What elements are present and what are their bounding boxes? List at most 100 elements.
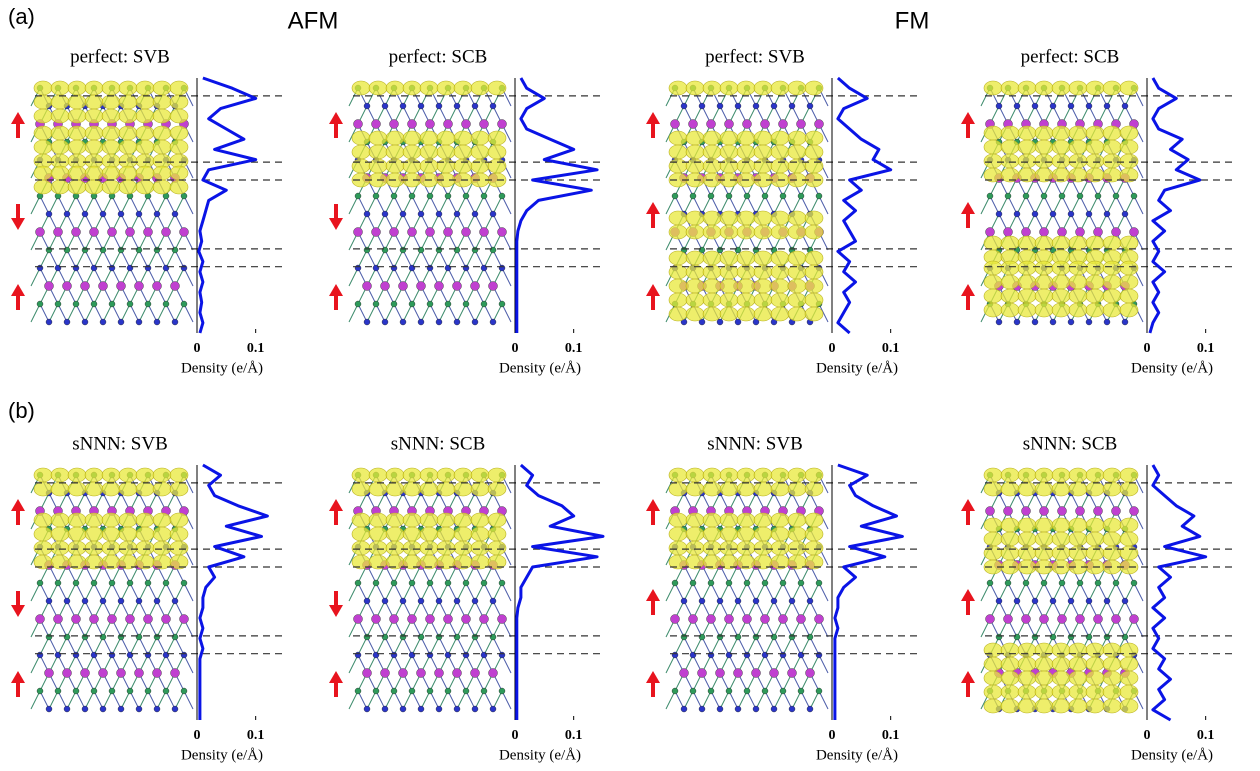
atom <box>996 634 1002 640</box>
charge-density <box>686 513 704 527</box>
atom <box>453 669 462 678</box>
charge-density <box>403 81 421 95</box>
charge-density <box>771 211 789 225</box>
charge-density <box>1018 671 1036 685</box>
charge-density <box>1052 81 1070 95</box>
charge-density <box>1035 154 1053 168</box>
atom <box>1086 634 1092 640</box>
atom <box>171 669 180 678</box>
atom <box>45 282 54 291</box>
charge-density <box>720 81 738 95</box>
atom <box>762 652 768 658</box>
charge-density <box>170 513 188 527</box>
charge-density <box>1069 126 1087 140</box>
charge-density <box>754 541 772 555</box>
charge-density <box>788 513 806 527</box>
atom <box>1113 193 1119 199</box>
atom <box>996 103 1002 109</box>
charge-density <box>1103 154 1121 168</box>
charge-density <box>737 225 755 239</box>
atom <box>172 634 178 640</box>
atom <box>717 634 723 640</box>
atom <box>354 615 363 624</box>
x-axis-label: Density (e/Å) <box>816 360 898 376</box>
atom <box>780 193 786 199</box>
charge-density <box>68 109 86 123</box>
charge-density <box>403 159 421 173</box>
atom <box>1059 580 1065 586</box>
atom <box>409 688 415 694</box>
spin-arrow-head <box>329 499 343 511</box>
charge-density <box>1086 518 1104 532</box>
spin-arrow-head <box>646 202 660 214</box>
charge-density <box>1052 303 1070 317</box>
charge-density <box>352 145 370 159</box>
charge-density <box>471 513 489 527</box>
charge-density <box>119 468 137 482</box>
charge-density <box>85 95 103 109</box>
charge-density <box>1018 261 1036 275</box>
charge-density <box>1069 154 1087 168</box>
atom <box>726 580 732 586</box>
charge-density <box>669 211 687 225</box>
atom <box>418 598 424 604</box>
charge-density <box>805 81 823 95</box>
density-line <box>1153 465 1206 720</box>
atom <box>480 120 489 129</box>
charge-density <box>984 482 1002 496</box>
charge-density <box>1001 81 1019 95</box>
charge-density <box>754 145 772 159</box>
charge-density <box>669 482 687 496</box>
atom <box>1032 211 1038 217</box>
charge-density <box>669 541 687 555</box>
atom <box>82 634 88 640</box>
charge-density <box>737 482 755 496</box>
charge-density <box>51 81 69 95</box>
charge-density <box>119 95 137 109</box>
atom <box>109 301 115 307</box>
charge-density <box>1052 482 1070 496</box>
atom <box>118 211 124 217</box>
atom <box>127 301 133 307</box>
charge-density <box>437 541 455 555</box>
charge-density <box>119 541 137 555</box>
density-line <box>199 78 256 333</box>
atom <box>445 301 451 307</box>
atom <box>735 247 741 253</box>
atom <box>181 301 187 307</box>
charge-density <box>369 131 387 145</box>
charge-density <box>1069 289 1087 303</box>
spin-arrow-head <box>11 499 25 511</box>
charge-density <box>737 513 755 527</box>
atom <box>409 265 415 271</box>
atom <box>779 615 788 624</box>
atom <box>127 580 133 586</box>
charge-density <box>1120 236 1138 250</box>
atom <box>55 265 61 271</box>
atom <box>1077 193 1083 199</box>
charge-density <box>686 211 704 225</box>
charge-density <box>437 131 455 145</box>
atom <box>64 247 70 253</box>
atom <box>64 319 70 325</box>
charge-density <box>669 251 687 265</box>
x-axis-label: Density (e/Å) <box>1131 747 1213 763</box>
atom <box>163 688 169 694</box>
chart-title: perfect: SVB <box>705 46 805 67</box>
charge-density <box>1018 289 1036 303</box>
atom <box>807 598 813 604</box>
charge-density <box>153 166 171 180</box>
atom <box>373 580 379 586</box>
charge-density <box>754 482 772 496</box>
atom <box>689 120 698 129</box>
atom <box>753 634 759 640</box>
charge-density <box>737 527 755 541</box>
charge-density <box>85 513 103 527</box>
charge-density <box>788 159 806 173</box>
charge-density <box>1069 671 1087 685</box>
charge-density <box>34 140 52 154</box>
atom <box>46 634 52 640</box>
spin-arrow-head <box>11 112 25 124</box>
charge-density <box>720 131 738 145</box>
